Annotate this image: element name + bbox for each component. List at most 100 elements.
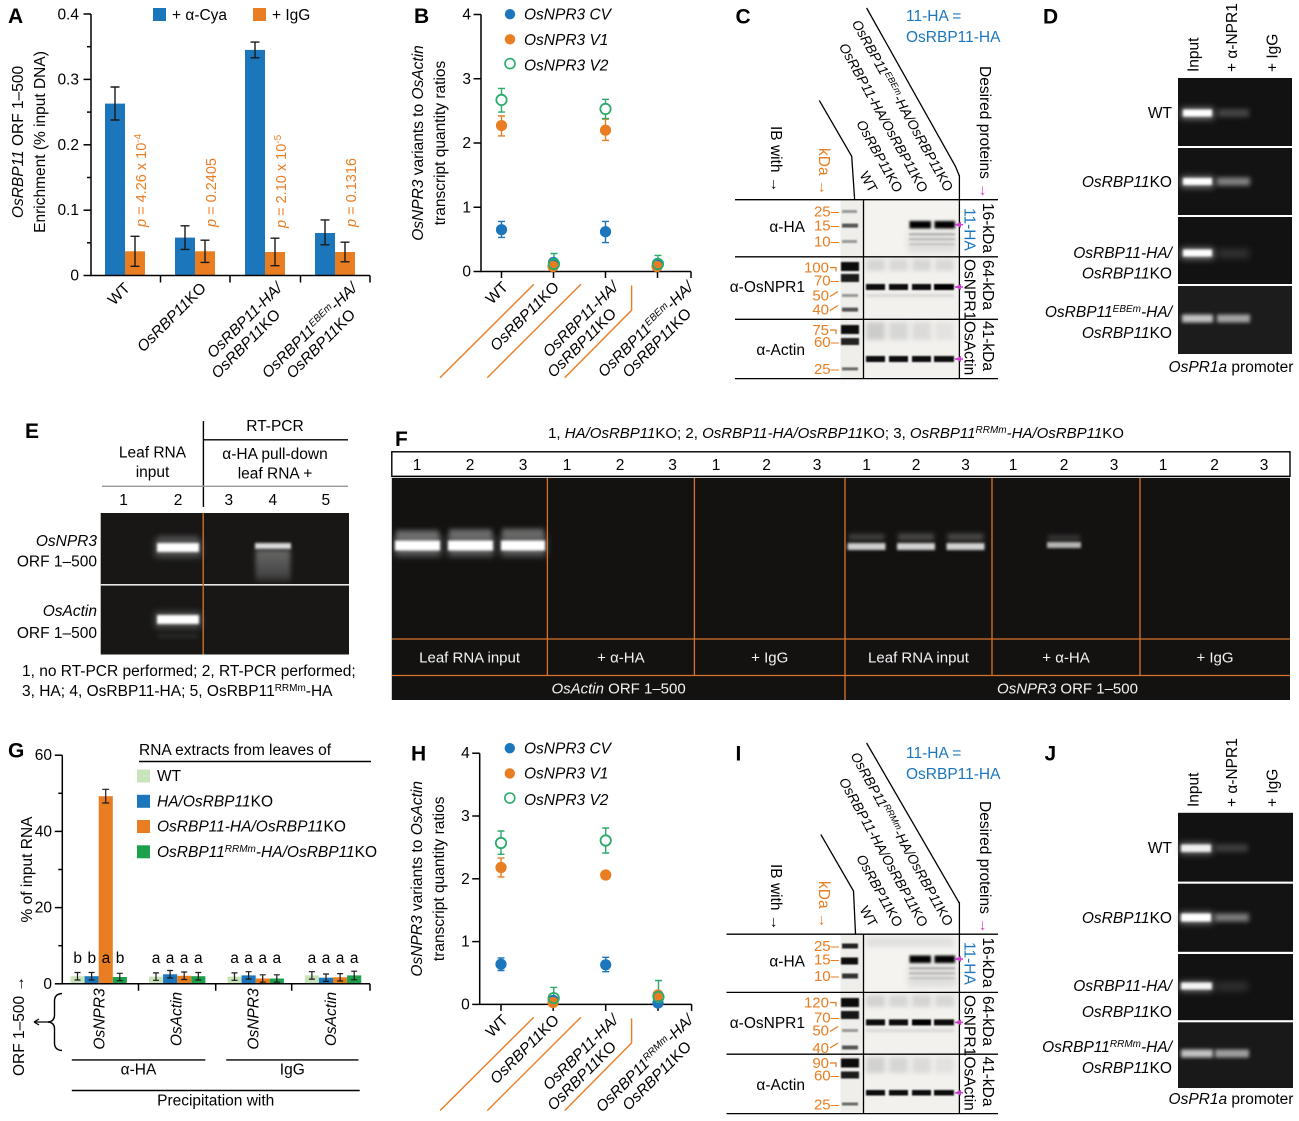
svg-text:4: 4 <box>462 7 471 24</box>
svg-text:OsRBP11RRMm-HA/: OsRBP11RRMm-HA/ <box>1042 1039 1174 1056</box>
svg-text:4: 4 <box>461 745 470 762</box>
svg-text:a: a <box>244 950 253 967</box>
svg-text:OsNPR1: OsNPR1 <box>961 995 978 1056</box>
svg-text:0.4: 0.4 <box>57 7 79 24</box>
svg-text:3: 3 <box>224 492 233 509</box>
svg-text:HA/OsRBP11KO: HA/OsRBP11KO <box>157 794 273 811</box>
svg-text:OsPR1a promoter: OsPR1a promoter <box>1169 359 1294 376</box>
svg-text:25–: 25– <box>814 1096 840 1113</box>
svg-text:0: 0 <box>461 996 470 1013</box>
svg-text:OsRBP11KO: OsRBP11KO <box>1082 325 1172 342</box>
svg-text:3, HA; 4, OsRBP11-HA; 5, OsRBP: 3, HA; 4, OsRBP11-HA; 5, OsRBP11RRMm-HA <box>22 683 333 700</box>
svg-text:α-Actin: α-Actin <box>756 342 805 359</box>
svg-text:OsNPR3 V1: OsNPR3 V1 <box>524 32 608 49</box>
svg-text:% of input RNA: % of input RNA <box>19 816 36 923</box>
svg-text:D: D <box>1043 6 1058 29</box>
svg-text:60–: 60– <box>814 1068 840 1085</box>
svg-text:OsActin: OsActin <box>961 1057 978 1111</box>
svg-text:+ α-HA: + α-HA <box>597 650 644 667</box>
svg-text:OsRBP11-HA/: OsRBP11-HA/ <box>1073 978 1173 995</box>
svg-text:3: 3 <box>519 457 528 474</box>
svg-text:11-HA =: 11-HA = <box>906 8 961 25</box>
svg-text:2: 2 <box>462 135 471 152</box>
svg-text:OsNPR3 CV: OsNPR3 CV <box>524 7 613 24</box>
svg-text:2: 2 <box>762 457 771 474</box>
svg-text:p = 2.10 x 10-5: p = 2.10 x 10-5 <box>273 134 290 229</box>
svg-text:25–: 25– <box>814 938 840 955</box>
svg-text:OsNPR3 ORF 1–500: OsNPR3 ORF 1–500 <box>997 681 1138 698</box>
svg-text:16-kDa: 16-kDa <box>979 938 996 988</box>
svg-text:Leaf RNA: Leaf RNA <box>119 445 187 462</box>
svg-text:2: 2 <box>466 457 475 474</box>
svg-text:OsRBP11KO: OsRBP11KO <box>1082 266 1172 283</box>
svg-text:100: 100 <box>804 260 829 277</box>
svg-text:60: 60 <box>35 747 53 764</box>
svg-text:H: H <box>411 743 426 766</box>
svg-text:15–: 15– <box>814 952 840 969</box>
svg-text:ORF 1–500: ORF 1–500 <box>17 625 98 642</box>
svg-text:C: C <box>736 6 751 29</box>
svg-text:p = 4.26 x 10-4: p = 4.26 x 10-4 <box>133 133 150 228</box>
svg-text:OsNPR3 variants to OsActin: OsNPR3 variants to OsActin <box>410 45 427 241</box>
svg-text:75: 75 <box>812 322 829 339</box>
svg-text:leaf RNA +: leaf RNA + <box>238 466 313 483</box>
svg-text:OsNPR3 variants to OsActin: OsNPR3 variants to OsActin <box>409 781 426 977</box>
svg-text:70–: 70– <box>814 1009 840 1026</box>
svg-text:+ IgG: + IgG <box>1196 650 1233 667</box>
svg-text:41-kDa: 41-kDa <box>979 321 996 371</box>
svg-text:a: a <box>258 950 267 967</box>
svg-text:1: 1 <box>862 457 871 474</box>
svg-text:B: B <box>414 5 429 28</box>
svg-text:+ α-HA: + α-HA <box>1042 650 1089 667</box>
svg-text:1: 1 <box>461 934 470 951</box>
svg-text:E: E <box>25 420 39 443</box>
svg-text:1: 1 <box>712 457 721 474</box>
svg-text:4: 4 <box>268 492 277 509</box>
svg-text:OsPR1a promoter: OsPR1a promoter <box>1169 1091 1294 1108</box>
svg-text:+ IgG: + IgG <box>272 7 310 24</box>
svg-text:p = 0.2405: p = 0.2405 <box>204 158 220 228</box>
svg-text:OsActin: OsActin <box>961 321 978 375</box>
svg-text:3: 3 <box>961 457 970 474</box>
svg-text:1: 1 <box>1009 457 1018 474</box>
svg-text:a: a <box>230 950 239 967</box>
svg-text:OsActin ORF 1–500: OsActin ORF 1–500 <box>551 681 685 698</box>
svg-text:2: 2 <box>1210 457 1219 474</box>
svg-text:16-kDa: 16-kDa <box>979 203 996 253</box>
svg-text:70–: 70– <box>814 273 840 290</box>
svg-text:a: a <box>194 950 203 967</box>
svg-text:11-HA: 11-HA <box>961 208 978 251</box>
svg-text:3: 3 <box>1110 457 1119 474</box>
svg-text:41-kDa: 41-kDa <box>979 1057 996 1107</box>
svg-text:α-HA pull-down: α-HA pull-down <box>222 446 327 463</box>
svg-text:p = 0.1316: p = 0.1316 <box>344 158 360 228</box>
svg-text:WT: WT <box>1148 105 1173 122</box>
svg-text:2: 2 <box>174 492 183 509</box>
svg-text:Enrichment (% input DNA): Enrichment (% input DNA) <box>32 51 49 233</box>
svg-text:a: a <box>166 950 175 967</box>
svg-text:A: A <box>8 5 23 28</box>
svg-text:a: a <box>336 950 345 967</box>
svg-text:Input: Input <box>1186 772 1203 807</box>
svg-text:OsNPR3: OsNPR3 <box>246 988 263 1050</box>
svg-text:b: b <box>73 950 82 967</box>
svg-text:5: 5 <box>321 492 330 509</box>
svg-text:50: 50 <box>812 288 829 305</box>
svg-text:60–: 60– <box>814 334 840 351</box>
svg-text:1: 1 <box>563 457 572 474</box>
svg-text:1: 1 <box>462 199 471 216</box>
svg-text:OsNPR1: OsNPR1 <box>961 259 978 320</box>
svg-text:+ α-NPR1: + α-NPR1 <box>1224 738 1241 807</box>
svg-text:OsRBP11KO: OsRBP11KO <box>1082 1004 1172 1021</box>
svg-text:I: I <box>736 743 742 766</box>
svg-text:OsRBP11KO: OsRBP11KO <box>1082 910 1172 927</box>
svg-text:+ α-NPR1: + α-NPR1 <box>1224 3 1241 72</box>
svg-text:a: a <box>272 950 281 967</box>
svg-text:2: 2 <box>912 457 921 474</box>
svg-text:15–: 15– <box>814 218 840 235</box>
svg-text:kDa →: kDa → <box>815 881 832 928</box>
svg-text:10–: 10– <box>814 234 840 251</box>
svg-text:a: a <box>308 950 317 967</box>
svg-text:1, no RT-PCR performed; 2, RT-: 1, no RT-PCR performed; 2, RT-PCR perfor… <box>22 663 356 680</box>
svg-text:kDa →: kDa → <box>815 148 832 195</box>
